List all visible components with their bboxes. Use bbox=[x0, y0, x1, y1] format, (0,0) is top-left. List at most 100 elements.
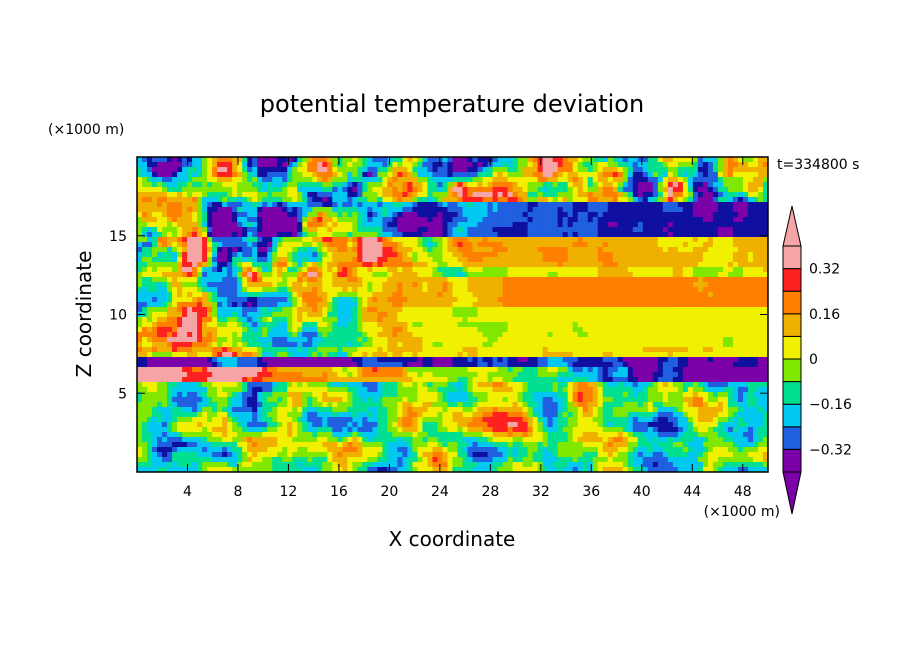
heatmap-cell bbox=[667, 162, 674, 168]
heatmap-cell bbox=[747, 197, 754, 203]
heatmap-cell bbox=[572, 332, 579, 338]
heatmap-cell bbox=[402, 262, 409, 268]
heatmap-cell bbox=[517, 167, 524, 173]
heatmap-cell bbox=[472, 172, 479, 178]
heatmap-cell bbox=[167, 262, 173, 268]
heatmap-cell bbox=[437, 237, 444, 243]
heatmap-cell bbox=[592, 287, 599, 293]
heatmap-cell bbox=[712, 187, 719, 193]
heatmap-cell bbox=[207, 172, 213, 178]
heatmap-cell bbox=[187, 237, 193, 243]
heatmap-cell bbox=[662, 317, 669, 323]
heatmap-cell bbox=[612, 182, 619, 188]
heatmap-cell bbox=[667, 172, 674, 178]
heatmap-cell bbox=[702, 222, 709, 228]
heatmap-cell bbox=[447, 222, 454, 228]
heatmap-cell bbox=[397, 212, 404, 218]
heatmap-cell bbox=[452, 352, 459, 358]
heatmap-cell bbox=[212, 162, 218, 168]
heatmap-cell bbox=[397, 282, 404, 288]
heatmap-cell bbox=[677, 252, 684, 258]
heatmap-cell bbox=[282, 197, 288, 203]
heatmap-cell bbox=[367, 352, 373, 358]
heatmap-cell bbox=[412, 337, 419, 343]
heatmap-cell bbox=[507, 252, 514, 258]
heatmap-cell bbox=[462, 227, 469, 233]
heatmap-cell bbox=[552, 287, 559, 293]
heatmap-cell bbox=[322, 232, 328, 238]
heatmap-cell bbox=[412, 227, 419, 233]
heatmap-cell bbox=[462, 222, 469, 228]
heatmap-cell bbox=[492, 332, 499, 338]
heatmap-cell bbox=[582, 342, 589, 348]
heatmap-cell bbox=[707, 217, 714, 223]
heatmap-cell bbox=[662, 272, 669, 278]
heatmap-cell bbox=[502, 262, 509, 268]
heatmap-cell bbox=[197, 327, 203, 333]
heatmap-cell bbox=[597, 252, 604, 258]
heatmap-cell bbox=[462, 157, 469, 163]
heatmap-cell bbox=[472, 282, 479, 288]
heatmap-cell bbox=[362, 242, 368, 248]
heatmap-cell bbox=[312, 217, 318, 223]
heatmap-cell bbox=[142, 187, 148, 193]
heatmap-cell bbox=[467, 197, 474, 203]
heatmap-cell bbox=[337, 222, 343, 228]
heatmap-cell bbox=[487, 352, 494, 358]
heatmap-cell bbox=[487, 167, 494, 173]
heatmap-cell bbox=[722, 182, 729, 188]
heatmap-cell bbox=[507, 322, 514, 328]
heatmap-cell bbox=[162, 292, 168, 298]
heatmap-cell bbox=[212, 262, 218, 268]
heatmap-cell bbox=[167, 282, 173, 288]
heatmap-cell bbox=[582, 217, 589, 223]
heatmap-cell bbox=[662, 222, 669, 228]
heatmap-cell bbox=[172, 157, 178, 163]
heatmap-cell bbox=[732, 347, 739, 353]
heatmap-cell bbox=[152, 207, 158, 213]
heatmap-cell bbox=[427, 302, 434, 308]
heatmap-cell bbox=[732, 197, 739, 203]
heatmap-cell bbox=[552, 157, 559, 163]
heatmap-cell bbox=[182, 282, 188, 288]
heatmap-cell bbox=[352, 347, 358, 353]
heatmap-cell bbox=[712, 262, 719, 268]
heatmap-cell bbox=[747, 227, 754, 233]
heatmap-cell bbox=[652, 287, 659, 293]
heatmap-cell bbox=[202, 337, 208, 343]
heatmap-cell bbox=[687, 312, 694, 318]
heatmap-cell bbox=[327, 217, 333, 223]
heatmap-cell bbox=[252, 292, 258, 298]
heatmap-cell bbox=[337, 322, 343, 328]
heatmap-cell bbox=[407, 202, 414, 208]
heatmap-cell bbox=[512, 262, 519, 268]
heatmap-cell bbox=[342, 197, 348, 203]
heatmap-cell bbox=[257, 267, 263, 273]
heatmap-cell bbox=[167, 177, 173, 183]
heatmap-cell bbox=[282, 192, 288, 198]
heatmap-cell bbox=[542, 262, 549, 268]
heatmap-cell bbox=[312, 317, 318, 323]
heatmap-cell bbox=[197, 197, 203, 203]
heatmap-cell bbox=[157, 167, 163, 173]
heatmap-cell bbox=[232, 272, 238, 278]
heatmap-cell bbox=[467, 177, 474, 183]
heatmap-cell bbox=[422, 267, 429, 273]
heatmap-cell bbox=[662, 242, 669, 248]
heatmap-cell bbox=[247, 272, 253, 278]
heatmap-cell bbox=[592, 252, 599, 258]
heatmap-cell bbox=[167, 222, 173, 228]
heatmap-cell bbox=[187, 322, 193, 328]
heatmap-cell bbox=[342, 192, 348, 198]
heatmap-cell bbox=[652, 207, 659, 213]
heatmap-cell bbox=[757, 317, 764, 323]
heatmap-cell bbox=[527, 157, 534, 163]
heatmap-cell bbox=[157, 197, 163, 203]
heatmap-cell bbox=[597, 297, 604, 303]
heatmap-cell bbox=[512, 212, 519, 218]
heatmap-cell bbox=[547, 192, 554, 198]
heatmap-cell bbox=[222, 332, 228, 338]
heatmap-cell bbox=[322, 267, 328, 273]
heatmap-cell bbox=[312, 232, 318, 238]
heatmap-cell bbox=[472, 317, 479, 323]
